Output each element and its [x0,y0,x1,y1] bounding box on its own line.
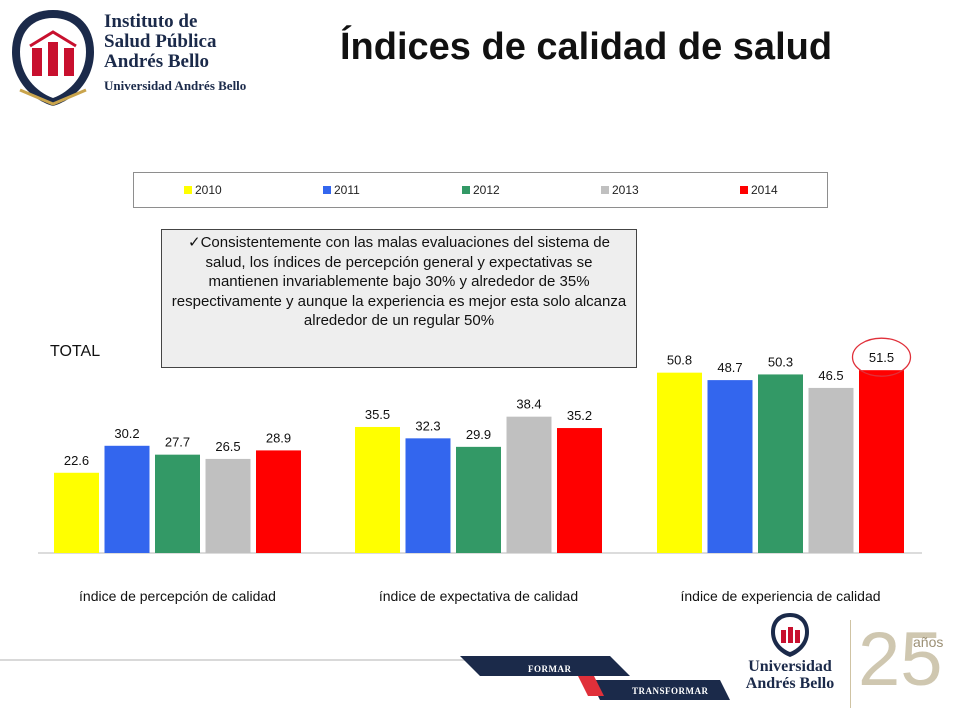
bar-2010-2 [355,426,400,553]
bar-2014-2 [557,428,602,553]
bar-2012-2 [456,446,501,553]
legend-item-2010: 2010 [184,183,222,197]
legend-swatch [740,186,748,194]
bar-2011-1 [104,445,150,553]
legend-label: 2014 [751,183,778,197]
footer-banner [460,656,730,700]
data-label-2011-2: 32.3 [415,418,440,433]
legend-item-2014: 2014 [740,183,778,197]
legend-swatch [184,186,192,194]
chart-legend: 2010 2011 2012 2013 2014 [133,172,828,208]
data-label-2010-1: 22.6 [64,453,89,468]
footer-divider [850,620,851,708]
legend-swatch [601,186,609,194]
bar-2012-3 [758,374,803,553]
data-label-2011-3: 48.7 [717,360,742,375]
total-label: TOTAL [50,343,101,360]
data-label-2011-1: 30.2 [114,426,139,441]
legend-swatch [323,186,331,194]
bar-2012-1 [155,454,200,553]
logo-line-1: Instituto de [104,11,198,32]
tag-formar: FORMAR [528,664,572,674]
bar-2010-1 [54,472,99,553]
category-label-3: índice de experiencia de calidad [680,588,880,604]
data-label-2014-2: 35.2 [567,408,592,423]
bar-2011-2 [405,438,451,553]
page-title: Índices de calidad de salud [340,26,833,68]
logo-line-3: Andrés Bello [104,51,210,72]
shield-emblem-icon [12,10,94,106]
bar-2014-3 [859,370,904,553]
bar-2013-2 [506,416,552,553]
data-label-2012-1: 27.7 [165,435,190,450]
bar-2013-1 [205,458,251,553]
category-label-1: índice de percepción de calidad [79,588,276,604]
data-label-2012-3: 50.3 [768,354,793,369]
bar-2011-3 [707,380,753,553]
institute-logo: Instituto de Salud Pública Andrés Bello … [8,8,268,110]
legend-item-2011: 2011 [323,183,360,197]
legend-label: 2012 [473,183,500,197]
category-label-2: índice de expectativa de calidad [379,588,578,604]
footer-logo-line-1: Universidad [748,658,832,675]
bar-2010-3 [657,372,702,553]
legend-label: 2010 [195,183,222,197]
university-logo: Universidad Andrés Bello [740,612,840,712]
legend-item-2012: 2012 [462,183,500,197]
data-label-2013-2: 38.4 [516,397,541,412]
footer-logo-line-2: Andrés Bello [745,675,835,692]
footer-rule [0,659,600,661]
anniversary-number: 25 [858,617,943,702]
legend-item-2013: 2013 [601,183,639,197]
insight-callout: ✓Consistentemente con las malas evaluaci… [161,229,637,368]
data-label-2014-1: 28.9 [266,430,291,445]
shield-emblem-icon [771,613,809,657]
data-label-2013-3: 46.5 [818,368,843,383]
tag-transformar: TRANSFORMAR [632,686,709,696]
logo-line-2: Salud Pública [104,31,217,52]
highlight-circle [851,337,912,377]
legend-swatch [462,186,470,194]
data-label-2013-1: 26.5 [215,439,240,454]
data-label-2014-3: 51.5 [869,350,894,365]
data-label-2010-2: 35.5 [365,407,390,422]
data-label-2010-3: 50.8 [667,353,692,368]
data-label-2012-2: 29.9 [466,427,491,442]
anniversary-word: años [913,634,944,650]
bar-2013-3 [808,387,854,553]
legend-label: 2011 [334,183,360,197]
logo-subtitle: Universidad Andrés Bello [104,78,247,93]
legend-label: 2013 [612,183,639,197]
bar-2014-1 [256,450,301,553]
